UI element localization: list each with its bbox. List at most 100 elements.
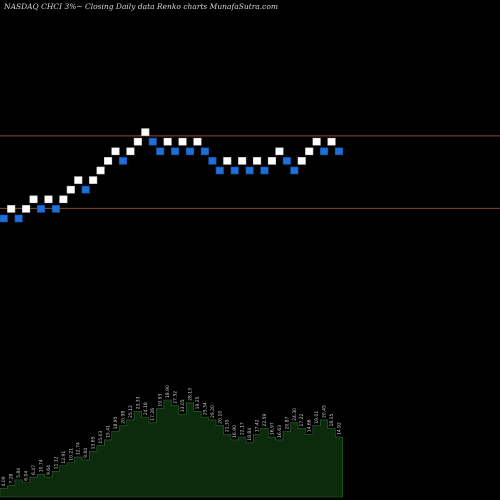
volume-label: 16.63 bbox=[277, 425, 283, 438]
renko-brick-down bbox=[245, 166, 254, 175]
volume-label: 5.84 bbox=[16, 468, 22, 478]
volume-label: 16.90 bbox=[232, 425, 238, 438]
volume-label: 12.91 bbox=[61, 451, 67, 464]
volume-label: 6.04 bbox=[24, 471, 30, 481]
renko-brick-down bbox=[334, 147, 344, 156]
renko-brick-down bbox=[260, 166, 269, 175]
renko-brick-up bbox=[66, 185, 75, 194]
renko-brick-down bbox=[118, 157, 127, 165]
renko-brick-up bbox=[193, 137, 202, 146]
volume-label: 7.28 bbox=[9, 473, 15, 483]
volume-label: 28.13 bbox=[187, 388, 193, 401]
renko-brick-up bbox=[163, 137, 172, 146]
volume-label: 17.22 bbox=[299, 414, 305, 427]
renko-brick-down bbox=[320, 147, 329, 156]
renko-brick-up bbox=[305, 147, 314, 156]
renko-brick-up bbox=[312, 137, 321, 146]
volume-label: 24.18 bbox=[143, 402, 149, 415]
renko-brick-up bbox=[133, 137, 142, 146]
renko-brick-up bbox=[223, 157, 232, 165]
renko-brick-up bbox=[327, 137, 336, 146]
volume-label: 12.74 bbox=[76, 442, 82, 455]
renko-brick-down bbox=[200, 147, 209, 156]
renko-brick-up bbox=[7, 205, 16, 213]
renko-brick-up bbox=[44, 195, 53, 204]
volume-label: 13.65 bbox=[91, 436, 97, 449]
renko-brick-up bbox=[29, 195, 38, 204]
renko-brick-up bbox=[22, 205, 31, 213]
renko-brick-up bbox=[238, 157, 247, 165]
renko-brick-down bbox=[230, 166, 239, 175]
renko-brick-up bbox=[253, 157, 262, 165]
renko-brick-down bbox=[156, 147, 165, 156]
volume-label: 20.98 bbox=[120, 411, 126, 424]
volume-label: 14.92 bbox=[336, 422, 342, 435]
volume-label: 17.26 bbox=[150, 408, 156, 421]
volume-label: 10.74 bbox=[38, 459, 44, 472]
volume-label: 27.52 bbox=[173, 391, 179, 404]
volume-label: 16.97 bbox=[269, 422, 275, 435]
volume-label: 19.93 bbox=[158, 394, 164, 407]
volume-area-path bbox=[0, 399, 343, 498]
volume-label: 6.47 bbox=[31, 465, 37, 475]
renko-brick-down bbox=[0, 214, 8, 223]
renko-brick-down bbox=[185, 147, 195, 156]
renko-brick-up bbox=[126, 147, 135, 156]
volume-label: 18.95 bbox=[113, 416, 119, 429]
volume-label: 18.84 bbox=[247, 428, 253, 441]
volume-label: 9.64 bbox=[46, 465, 52, 475]
volume-label: 29.20 bbox=[210, 405, 216, 418]
renko-brick-down bbox=[51, 205, 60, 213]
renko-brick-up bbox=[111, 147, 120, 156]
renko-brick-up bbox=[275, 147, 284, 156]
volume-label: 19.01 bbox=[314, 411, 320, 424]
chart-title: NASDAQ CHCI 3%~ Closing Daily data Renko… bbox=[4, 2, 278, 11]
volume-label: 17.42 bbox=[255, 419, 261, 432]
volume-label: 22.17 bbox=[240, 422, 246, 435]
volume-label: 10.21 bbox=[68, 448, 74, 461]
renko-brick-up bbox=[104, 157, 113, 165]
volume-label: 33.05 bbox=[180, 399, 186, 412]
volume-label: 23.33 bbox=[135, 396, 141, 409]
renko-brick-down bbox=[290, 166, 299, 175]
volume-label: 4.09 bbox=[1, 476, 7, 486]
volume-label: 18.15 bbox=[329, 414, 335, 427]
volume-label: 24.30 bbox=[292, 408, 298, 421]
volume-label: 14.66 bbox=[307, 419, 313, 432]
volume-label: 15.03 bbox=[98, 431, 104, 444]
volume-label: 25.34 bbox=[202, 402, 208, 415]
volume-label: 22.59 bbox=[262, 414, 268, 427]
renko-brick-down bbox=[81, 185, 90, 194]
volume-label: 25.12 bbox=[128, 405, 134, 418]
volume-label: 19.25 bbox=[195, 396, 201, 409]
volume-label: 20.45 bbox=[322, 405, 328, 418]
renko-brick-down bbox=[14, 214, 23, 223]
renko-brick-down bbox=[171, 147, 180, 156]
renko-brick-up bbox=[141, 128, 150, 136]
volume-label: 18.90 bbox=[165, 385, 171, 398]
volume-label: 11.12 bbox=[53, 456, 59, 469]
renko-brick-up bbox=[267, 157, 277, 165]
renko-brick-up bbox=[89, 176, 98, 184]
volume-label: 20.10 bbox=[217, 411, 223, 424]
renko-brick-up bbox=[74, 176, 83, 184]
renko-bricks bbox=[0, 128, 344, 223]
renko-brick-up bbox=[178, 137, 187, 146]
renko-brick-up bbox=[59, 195, 68, 204]
renko-brick-down bbox=[215, 166, 224, 175]
volume-area bbox=[0, 399, 343, 498]
renko-brick-down bbox=[36, 205, 46, 213]
volume-label: 15.41 bbox=[106, 425, 112, 438]
renko-brick-up bbox=[297, 157, 306, 165]
renko-brick-up bbox=[96, 166, 105, 175]
volume-label: 20.87 bbox=[284, 416, 290, 429]
renko-brick-down bbox=[148, 137, 157, 146]
reference-lines bbox=[0, 135, 500, 209]
renko-brick-down bbox=[282, 157, 291, 165]
renko-brick-down bbox=[208, 157, 217, 165]
volume-label: 21.35 bbox=[225, 419, 231, 432]
volume-label: 9.84 bbox=[83, 448, 89, 458]
